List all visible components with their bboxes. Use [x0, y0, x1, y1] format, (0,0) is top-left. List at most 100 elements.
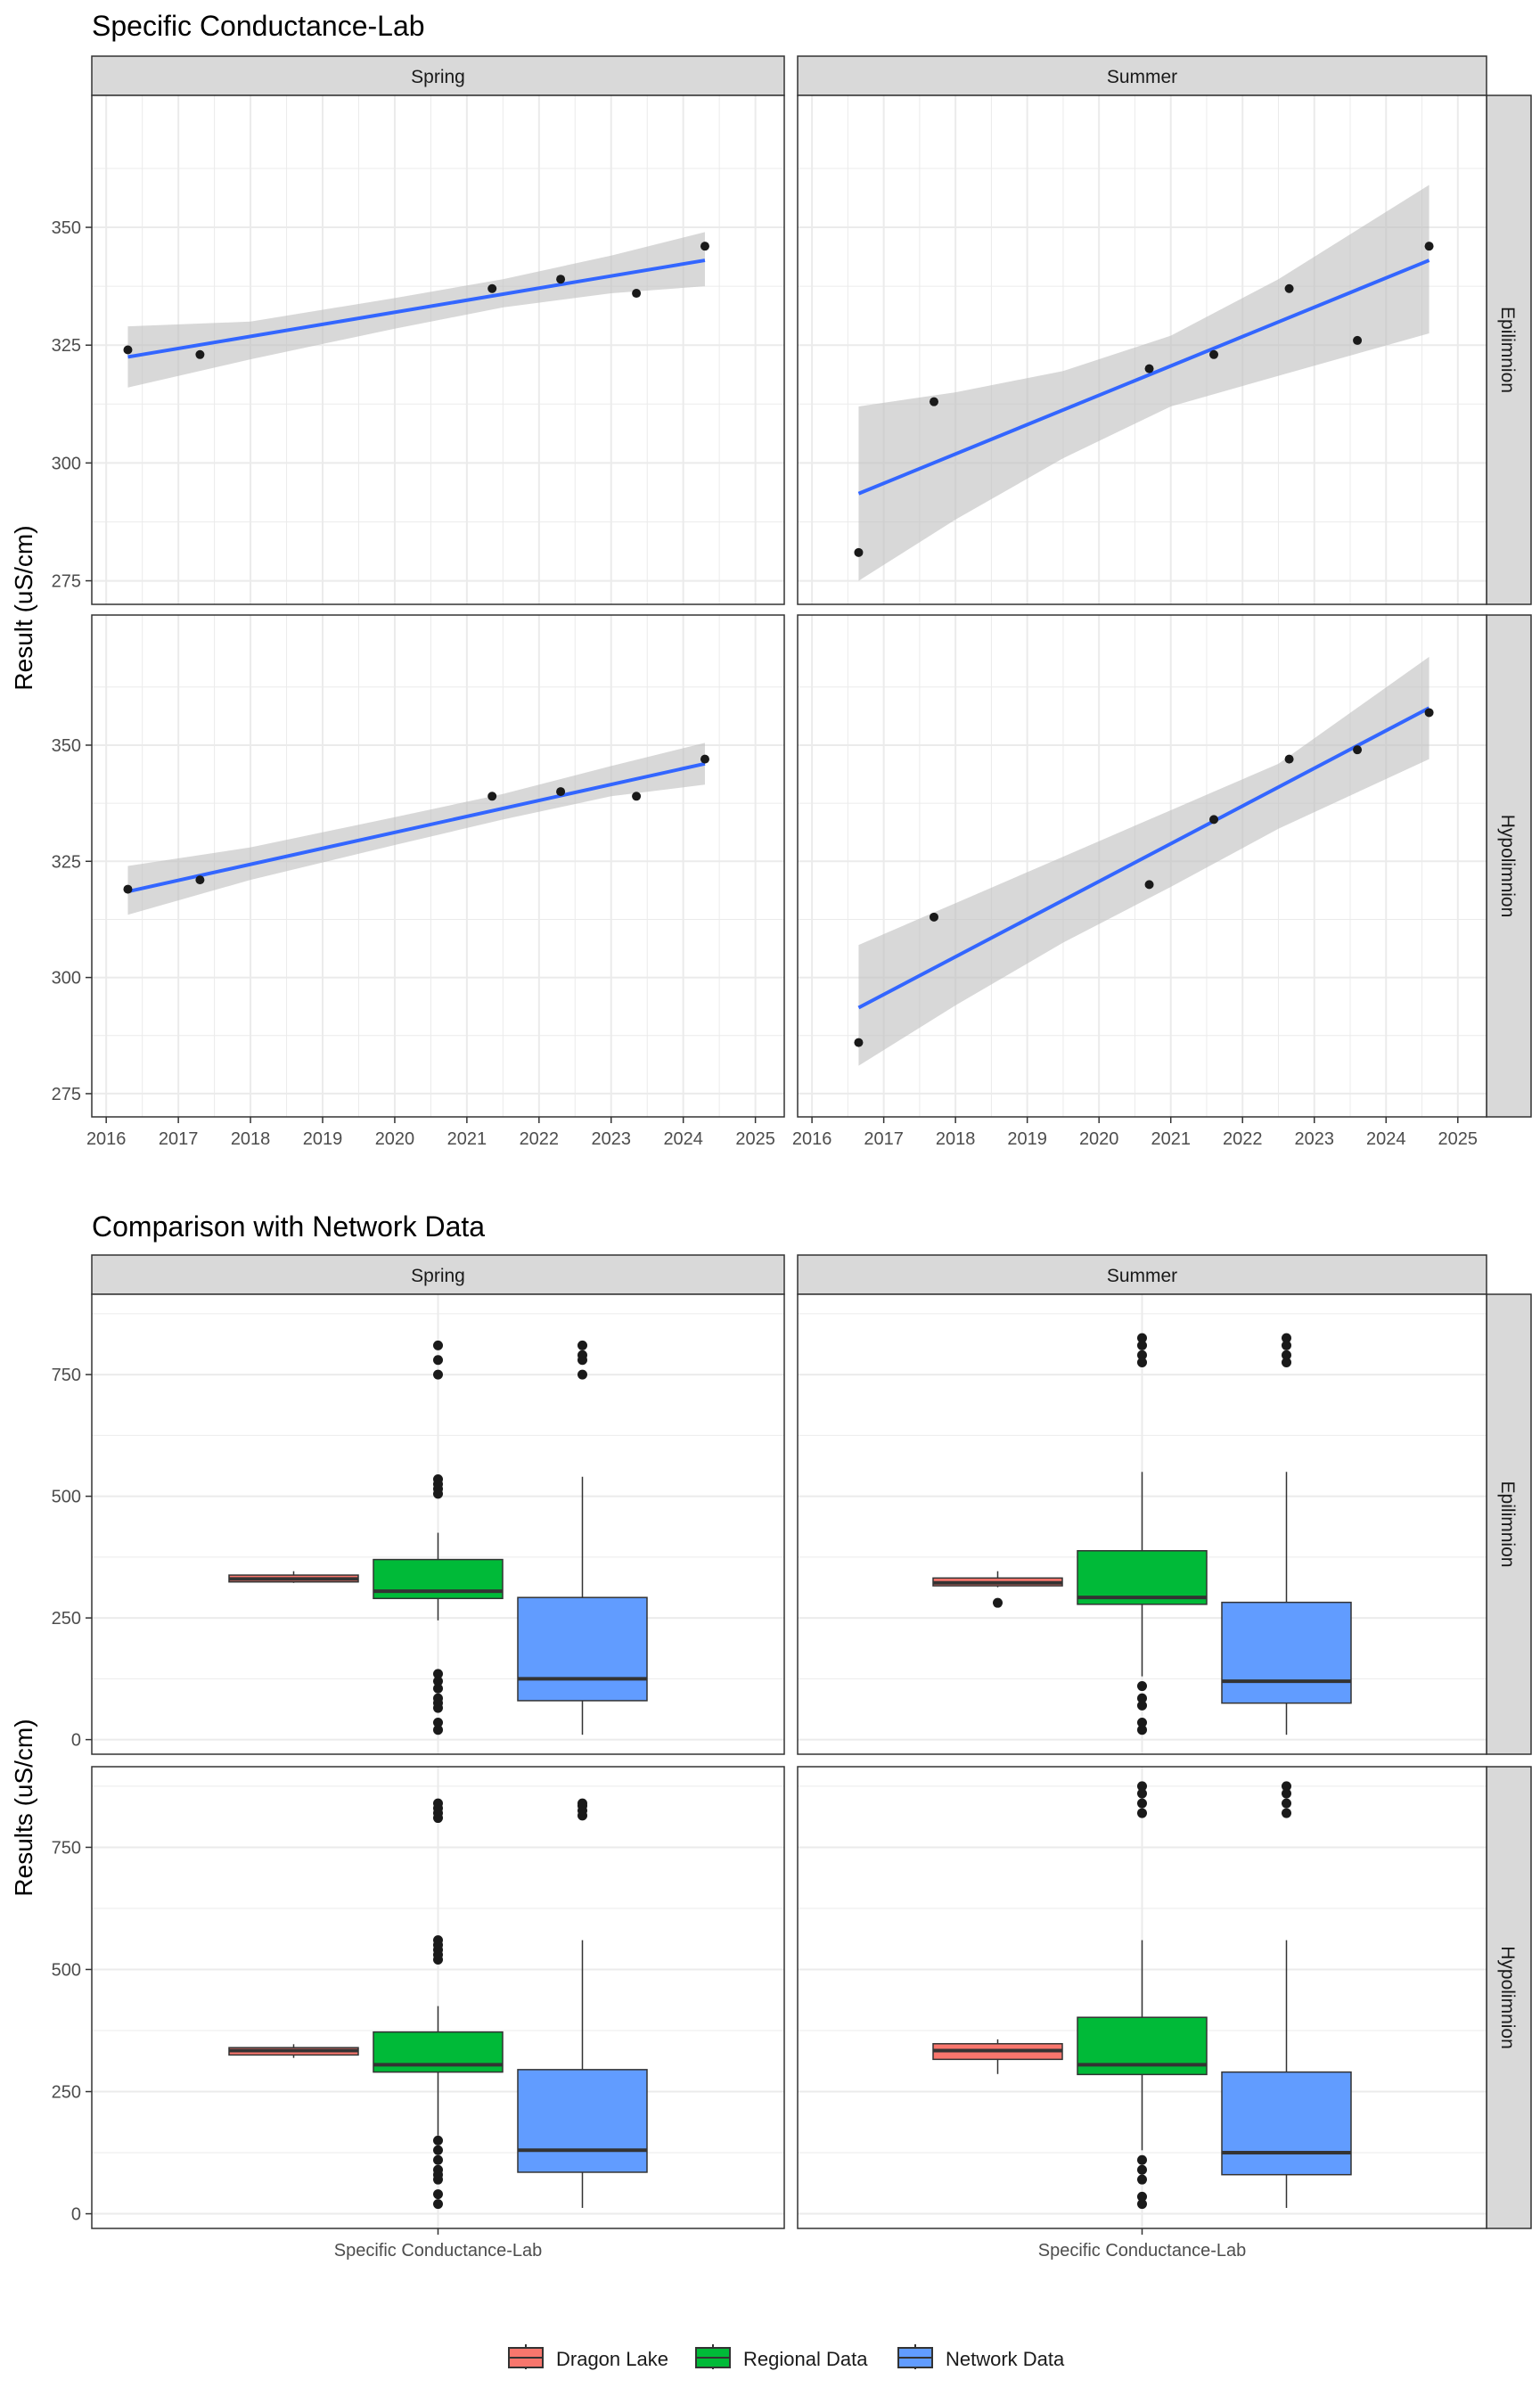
box-dragon-lake: [228, 2044, 359, 2058]
trend-panel-spring-epilimnion: 275 300 325 350: [52, 94, 785, 605]
y-tick-label: 750: [52, 1366, 81, 1385]
box-strip-label-spring: Spring: [411, 1266, 465, 1286]
outlier-point: [433, 1693, 443, 1703]
x-tick-label: 2017: [159, 1129, 199, 1149]
chart-title-comparison: Comparison with Network Data: [92, 1210, 485, 1243]
box-network-data: [1221, 1333, 1352, 1735]
data-point: [1144, 364, 1154, 373]
data-point: [1424, 242, 1434, 251]
legend-label-dragon-lake: Dragon Lake: [556, 2348, 668, 2370]
outlier-point: [1282, 1333, 1291, 1343]
x-tick-label: 2024: [1366, 1129, 1406, 1149]
box-panel-summer-hypolimnion: Specific Conductance-Lab: [797, 1766, 1487, 2261]
trend-panel-summer-epilimnion-border: [797, 94, 1487, 605]
y-tick-label: 325: [52, 852, 81, 872]
x-tick-label: 2021: [1151, 1129, 1191, 1149]
data-point: [556, 275, 566, 284]
box-network-data: [517, 1340, 648, 1735]
box-body: [1077, 1550, 1208, 1605]
x-tick-label: 2022: [1223, 1129, 1263, 1149]
trend-line: [857, 258, 1430, 496]
data-point: [632, 792, 642, 801]
box-strip-epilimnion: [1486, 1293, 1532, 1755]
y-tick-label: 350: [52, 736, 81, 756]
outlier-point: [433, 1340, 443, 1350]
y-tick-label: 0: [71, 2205, 81, 2225]
box-panel-spring-hypolimnion: 0 250 500 750 Specific Conductance-Lab: [52, 1766, 785, 2261]
outlier-point: [433, 1669, 443, 1679]
outlier-point: [1137, 1340, 1147, 1350]
y-tick-label: 300: [52, 969, 81, 989]
outlier-point: [433, 2145, 443, 2155]
box-body: [517, 1596, 648, 1702]
box-panel-summer-epilimnion: [797, 1293, 1487, 1755]
data-point: [123, 345, 133, 355]
y-axis-label-comparison: Results (uS/cm): [10, 1719, 37, 1896]
data-point: [929, 397, 938, 406]
x-tick-label: 2025: [735, 1129, 775, 1149]
x-tick-label: 2022: [520, 1129, 560, 1149]
box-network-data: [517, 1798, 648, 2208]
box-panel-spring-epilimnion-border: [91, 1293, 785, 1755]
data-point: [1353, 335, 1363, 345]
outlier-point: [433, 1683, 443, 1694]
comparison-chart: Spring Summer Epilimnion Hypolimnion 0 250 500…: [52, 1254, 1532, 2261]
box-dragon-lake: [932, 1571, 1063, 1608]
legend-item-regional-data: Regional Data: [695, 2344, 868, 2370]
y-tick-label: 0: [71, 1731, 81, 1751]
y-tick-label: 500: [52, 1488, 81, 1507]
x-tick-label: 2025: [1438, 1129, 1479, 1149]
y-tick-label: 325: [52, 336, 81, 356]
box-strip-summer: [797, 1254, 1487, 1295]
x-tick-label: 2024: [663, 1129, 703, 1149]
trend-line: [857, 706, 1430, 1010]
outlier-point: [1137, 1781, 1147, 1792]
outlier-point: [578, 1369, 587, 1380]
x-tick-label: 2019: [303, 1129, 343, 1149]
x-tick-label: Specific Conductance-Lab: [1038, 2241, 1246, 2261]
y-tick-label: 300: [52, 454, 81, 473]
outlier-point: [1137, 1333, 1147, 1343]
data-point: [854, 547, 864, 557]
trend-panel-spring-epilimnion-border: [91, 94, 785, 605]
data-point: [632, 289, 642, 299]
outlier-point: [578, 1340, 587, 1350]
data-point: [1209, 349, 1219, 359]
box-panel-spring-epilimnion: 0 250 500 750: [52, 1293, 785, 1755]
outlier-point: [1282, 1808, 1291, 1818]
x-tick-label: 2020: [1079, 1129, 1119, 1149]
x-tick-label: 2023: [592, 1129, 632, 1149]
data-point: [700, 242, 709, 251]
data-point: [854, 1038, 864, 1047]
trend-panel-summer-hypolimnion: 2016 2017 2018 2019 2020 2021 2022 2023 2024 2025: [792, 614, 1487, 1149]
outlier-point: [433, 1676, 443, 1686]
box-regional-data: [1077, 1781, 1208, 2210]
box-regional-data: [373, 1798, 504, 2210]
box-strip-label-hypolimnion: Hypolimnion: [1497, 1946, 1518, 2049]
trend-line: [127, 761, 706, 894]
outlier-point: [1282, 1357, 1291, 1367]
data-point: [1284, 754, 1294, 764]
data-point: [556, 787, 566, 797]
data-point: [1353, 745, 1363, 755]
outlier-point: [1137, 1718, 1147, 1728]
outlier-point: [433, 1355, 443, 1366]
outlier-point: [1137, 2174, 1147, 2185]
outlier-point: [433, 2154, 443, 2165]
y-tick-label: 275: [52, 572, 81, 592]
outlier-point: [1137, 1788, 1147, 1799]
data-point: [487, 792, 497, 801]
outlier-point: [1137, 1808, 1147, 1818]
x-tick-label: 2016: [86, 1129, 127, 1149]
trend-strip-label-summer: Summer: [1107, 67, 1177, 87]
x-tick-label: 2020: [375, 1129, 415, 1149]
legend-item-dragon-lake: Dragon Lake: [508, 2344, 668, 2370]
y-tick-label: 750: [52, 1838, 81, 1858]
y-tick-label: 500: [52, 1960, 81, 1980]
data-point: [1144, 880, 1154, 890]
outlier-point: [433, 1935, 443, 1946]
trend-strip-label-hypolimnion: Hypolimnion: [1497, 815, 1518, 918]
outlier-point: [433, 1725, 443, 1735]
outlier-point: [1282, 1781, 1291, 1792]
outlier-point: [433, 1718, 443, 1728]
